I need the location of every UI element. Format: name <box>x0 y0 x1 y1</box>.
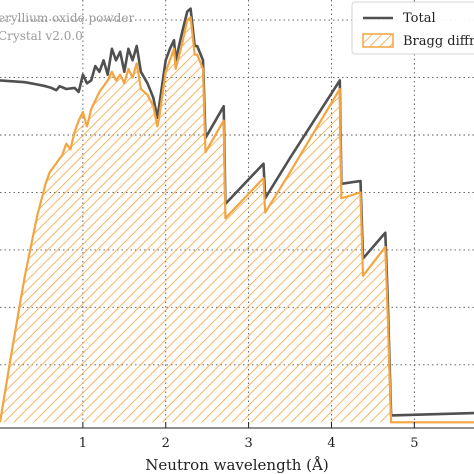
x-tick-label-3: 3 <box>244 436 252 451</box>
x-tick-label-2: 2 <box>162 436 170 451</box>
series-layer <box>0 7 474 424</box>
legend-label-bragg: Bragg diffr <box>403 34 474 49</box>
x-axis-label: Neutron wavelength (Å) <box>145 456 328 474</box>
series-total-line <box>0 7 474 417</box>
legend: Total Bragg diffr <box>351 1 474 55</box>
annotation-version: Crystal v2.0.0 <box>0 29 83 43</box>
x-tick-label-1: 1 <box>79 436 87 451</box>
x-ticks: 1 2 3 4 5 <box>79 422 418 451</box>
x-tick-label-4: 4 <box>327 436 335 451</box>
legend-label-total: Total <box>403 11 436 26</box>
series-bragg-outline <box>0 16 474 424</box>
legend-swatch-bragg <box>362 33 394 48</box>
x-tick-label-5: 5 <box>410 436 418 451</box>
series-bragg-area <box>0 17 474 423</box>
annotation-title: eryllium oxide powder <box>0 11 134 25</box>
